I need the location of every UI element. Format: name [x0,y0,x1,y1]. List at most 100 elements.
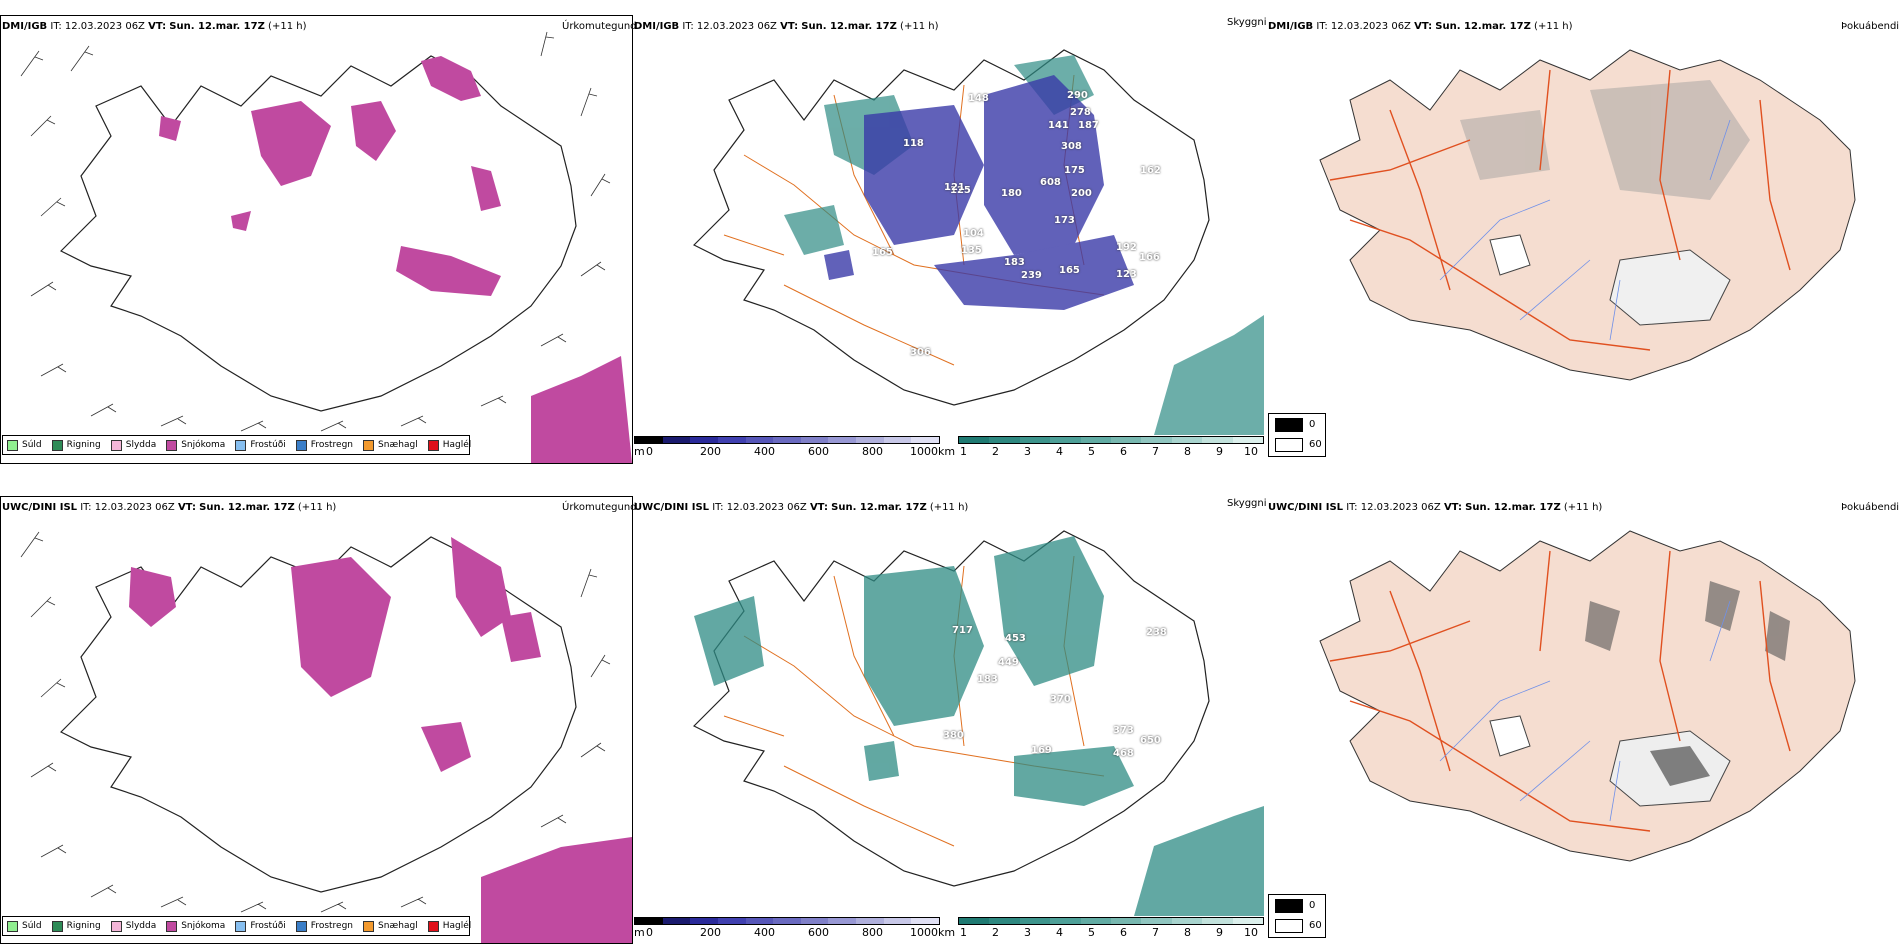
visibility-value-label: 183 [1004,257,1025,268]
visibility-value-label: 239 [1021,270,1042,281]
visibility-value-label: 141 [1048,120,1069,131]
cloudbase-scale-1: m 0 200 400 600 800 1000 [634,436,940,458]
visibility-value-label: 166 [1139,252,1160,263]
precip-legend-2: Súld Rigning Slydda Snjókoma Frostúði Fr… [2,916,471,936]
visibility-value-label: 135 [961,245,982,256]
visibility-value-label: 373 [1113,725,1134,736]
visibility-value-label: 118 [903,138,924,149]
legend-swatch [427,920,439,932]
tick-label: 9 [1216,445,1223,458]
fog-label-60: 60 [1309,920,1322,931]
legend-swatch [7,439,18,451]
cloudbase-colorbar [634,917,940,925]
visibility-value-label: 104 [963,228,984,239]
tick-label: 3 [1024,445,1031,458]
legend-item: Haglél [427,920,471,932]
tick-label: 7 [1152,445,1159,458]
rivers [1439,119,1731,341]
fog-swatch-60 [1275,919,1303,933]
visibility-value-label: 165 [872,247,893,258]
title-fog-2: Þokuábendi [1841,502,1900,513]
legend-swatch [295,920,307,932]
roads [1329,69,1791,351]
legend-item: Slydda [110,920,156,932]
vis-map-1 [692,49,1264,435]
visibility-scale-1: km 1 2 3 4 5 6 7 8 9 10 [938,436,1264,458]
visibility-value-label: 180 [1001,188,1022,199]
legend-item: Frostregn [295,439,353,451]
visibility-value-label: 162 [1140,165,1161,176]
iceland-outline [59,55,577,412]
visibility-scale-2: km 1 2 3 4 5 6 7 8 9 10 [938,917,1264,939]
tick-label: 6 [1120,926,1127,939]
visibility-value-label: 370 [1050,694,1071,705]
tick-label: 3 [1024,926,1031,939]
visibility-value-label: 175 [1064,165,1085,176]
visibility-value-label: 238 [1146,627,1167,638]
visibility-value-label: 453 [1005,633,1026,644]
visibility-value-label: 200 [1071,188,1092,199]
tick-label: 1000 [910,926,938,939]
fog-map-1 [1319,49,1856,381]
visibility-value-label: 717 [952,625,973,636]
header-fog-2: UWC/DINI ISL IT: 12.03.2023 06Z VT: Sun.… [1268,502,1603,513]
visibility-value-label: 192 [1116,242,1137,253]
tick-label: 7 [1152,926,1159,939]
visibility-value-label: 148 [968,93,989,104]
tick-label: 9 [1216,926,1223,939]
tick-label: 800 [862,926,883,939]
snow-areas [159,56,632,463]
tick-label: 200 [700,445,721,458]
title-precip-2: Úrkomutegund [562,502,637,513]
visibility-colorbar [958,436,1264,444]
legend-item: Snjókoma [166,439,225,451]
fog-swatch-0 [1275,418,1303,432]
glacier [1609,249,1731,326]
precip-map-1 [0,15,633,464]
legend-item: Frostúði [235,920,286,932]
legend-swatch [363,920,375,932]
title-vis-2: Skyggni [1227,498,1267,509]
tick-label: 10 [1244,926,1258,939]
legend-swatch [51,439,63,451]
legend-swatch [110,439,122,451]
fog-swatch-60 [1275,438,1303,452]
legend-item: Frostúði [235,439,286,451]
tick-label: 8 [1184,445,1191,458]
header-vis-2: UWC/DINI ISL IT: 12.03.2023 06Z VT: Sun.… [634,502,969,513]
precip-map-2 [0,496,633,944]
legend-swatch [51,920,63,932]
legend-item: Súld [7,920,42,932]
legend-item: Snæhagl [363,439,418,451]
tick-label: 2 [992,445,999,458]
visibility-value-label: 165 [1059,265,1080,276]
tick-label: 1 [960,926,967,939]
title-fog-1: Þokuábendi [1841,21,1900,32]
title-precip-1: Úrkomutegund [562,21,637,32]
visibility-colorbar [958,917,1264,925]
legend-item: Snjókoma [166,920,225,932]
cloudbase-colorbar [634,436,940,444]
legend-swatch [7,920,18,932]
fog-label-0: 0 [1309,900,1316,911]
unit-label: m [634,445,645,458]
legend-item: Frostregn [295,920,353,932]
visibility-value-label: 650 [1140,735,1161,746]
fog-label-0: 0 [1309,419,1316,430]
unit-label: m [634,926,645,939]
visibility-value-label: 449 [998,657,1019,668]
visibility-value-label: 306 [910,347,931,358]
legend-swatch [235,439,247,451]
visibility-value-label: 173 [1054,215,1075,226]
visibility-value-label: 308 [1061,141,1082,152]
wind-barbs [20,31,611,432]
visibility-value-label: 608 [1040,177,1061,188]
header-fog-1: DMI/IGB IT: 12.03.2023 06Z VT: Sun. 12.m… [1268,21,1573,32]
visibility-value-label: 123 [1116,269,1137,280]
tick-label: 1000 [910,445,938,458]
legend-item: Rigning [51,920,101,932]
header-precip-1: DMI/IGB IT: 12.03.2023 06Z VT: Sun. 12.m… [2,21,307,32]
cloudbase-areas [824,75,1134,310]
visibility-value-label: 183 [977,674,998,685]
cloudbase-scale-2: m 0 200 400 600 800 1000 [634,917,940,939]
